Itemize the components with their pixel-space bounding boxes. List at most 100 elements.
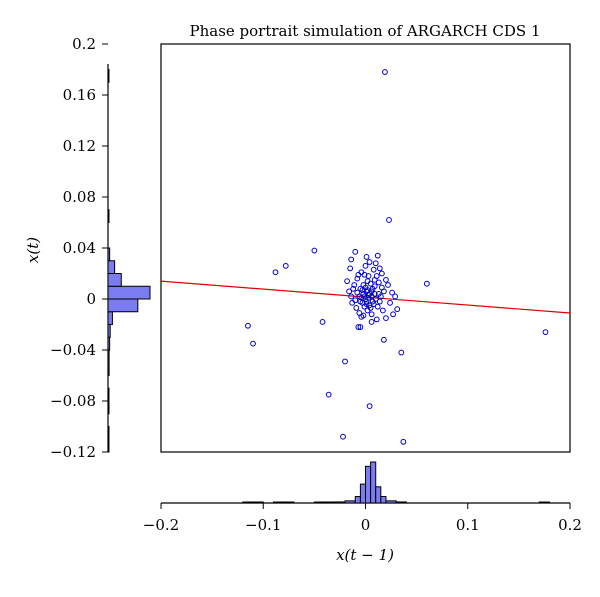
x-hist-bar (538, 501, 551, 504)
scatter-point (362, 262, 369, 269)
scatter-point (366, 403, 373, 410)
y-tick-label: 0.04 (63, 239, 96, 257)
scatter-point (423, 280, 430, 287)
scatter-point (368, 319, 375, 325)
x-tick-label: 0.1 (456, 516, 480, 534)
y-hist-bar (107, 298, 139, 313)
scatter-point (346, 288, 353, 295)
y-hist-bar (107, 336, 111, 351)
scatter-point (385, 282, 391, 288)
scatter-point (373, 316, 380, 323)
x-hist-bar (334, 501, 346, 504)
y-tick-label: −0.12 (50, 443, 96, 461)
y-tick-label: 0.12 (63, 137, 96, 155)
scatter-point (350, 285, 357, 292)
y-hist-bar (107, 324, 111, 338)
scatter-point (358, 313, 365, 320)
scatter-point (357, 298, 364, 305)
scatter-point (354, 289, 361, 296)
scatter-point (245, 322, 251, 329)
y-hist-bar (107, 387, 110, 415)
scatter-point (282, 262, 289, 269)
scatter-point (358, 294, 365, 301)
scatter-point (358, 269, 365, 276)
x-hist-bar (344, 500, 356, 504)
scatter-point (374, 303, 381, 310)
scatter-point (370, 266, 377, 273)
y-axis-label: x(t) (24, 237, 42, 263)
y-tick-label: 0.2 (72, 35, 96, 53)
y-tick-label: −0.04 (50, 341, 96, 359)
scatter-point (372, 260, 379, 267)
scatter-point (272, 269, 279, 276)
scatter-point (340, 433, 346, 440)
scatter-point (381, 288, 387, 295)
scatter-point (374, 252, 381, 259)
scatter-point (389, 289, 395, 296)
scatter-point (364, 278, 371, 285)
scatter-point (375, 279, 382, 286)
y-hist-bar (107, 69, 110, 83)
scatter-point (394, 306, 401, 313)
scatter-point (383, 276, 389, 283)
y-marginal-histogram (107, 64, 151, 453)
scatter-point (377, 293, 384, 300)
x-tick-label: 0 (361, 516, 371, 534)
scatter-point (363, 254, 370, 260)
scatter-point (250, 340, 256, 347)
x-tick-label: −0.1 (245, 516, 281, 534)
scatter-point (398, 349, 405, 356)
scatter-point (361, 293, 368, 300)
scatter-point (357, 324, 364, 330)
scatter-point (355, 271, 362, 278)
scatter-points (245, 69, 549, 445)
scatter-point (390, 311, 397, 318)
scatter-point (352, 248, 359, 255)
y-hist-bar (107, 311, 113, 325)
scatter-point (366, 302, 373, 309)
y-hist-bar (107, 349, 110, 376)
scatter-point (376, 265, 383, 272)
y-hist-bar (107, 426, 110, 453)
scatter-point (353, 305, 360, 311)
x-hist-bar (370, 461, 377, 504)
x-hist-bar (324, 501, 336, 504)
scatter-point (325, 391, 332, 398)
scatter-point (351, 282, 358, 288)
scatter-point (364, 307, 371, 314)
x-hist-bar (365, 465, 372, 504)
scatter-point (376, 298, 383, 305)
y-hist-bar (107, 273, 122, 287)
scatter-point (319, 319, 326, 325)
scatter-point (354, 275, 361, 282)
y-hist-bar (107, 209, 110, 223)
scatter-point (366, 259, 373, 265)
scatter-point (355, 324, 362, 330)
x-hist-bar (313, 501, 326, 504)
y-hist-bar (107, 260, 116, 274)
scatter-point (381, 336, 387, 343)
y-axis: −0.12 −0.08 −0.04 0 0.04 0.08 0.12 0.16 0.2 (50, 35, 108, 461)
plot-frame (160, 43, 571, 453)
scatter-point (369, 298, 376, 305)
scatter-point (348, 293, 355, 300)
scatter-point (367, 280, 374, 287)
scatter-point (348, 256, 355, 263)
x-tick-label: −0.2 (143, 516, 179, 534)
scatter-point (378, 270, 385, 277)
x-hist-bar (395, 501, 407, 504)
x-hist-bar (272, 501, 295, 504)
scatter-point (364, 287, 371, 293)
y-tick-label: 0 (86, 290, 96, 308)
scatter-point (369, 285, 376, 292)
x-marginal-histogram (161, 461, 570, 504)
x-tick-label: 0.2 (558, 516, 582, 534)
y-tick-label: 0.16 (63, 86, 96, 104)
scatter-point (371, 276, 378, 283)
y-hist-bar (107, 285, 151, 300)
x-hist-bar (385, 500, 397, 504)
scatter-point (347, 265, 354, 272)
y-hist-bar (107, 247, 111, 262)
chart-title: Phase portrait simulation of ARGARCH CDS… (190, 22, 541, 40)
